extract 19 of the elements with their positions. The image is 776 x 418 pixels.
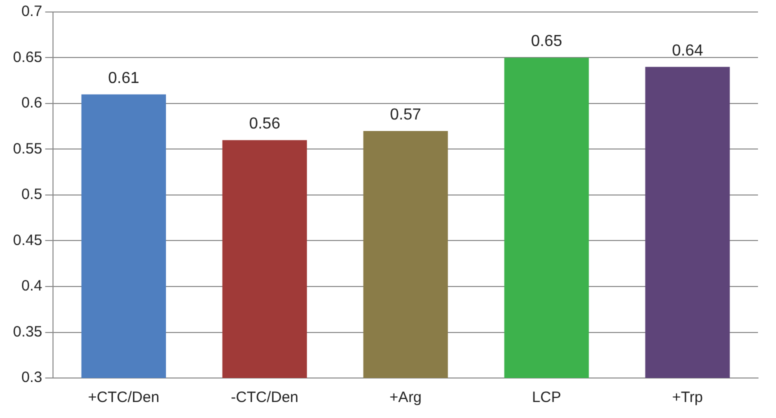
x-tick-label: +CTC/Den [88,389,160,406]
x-tick-label: -CTC/Den [230,389,298,406]
y-tick-label: 0.3 [21,369,42,386]
data-label: 0.64 [672,42,704,60]
x-tick-label: +Trp [672,389,703,406]
data-label: 0.65 [530,33,562,50]
y-tick-label: 0.7 [21,3,42,20]
y-tick-label: 0.6 [21,94,42,112]
y-tick-label: 0.5 [21,186,42,204]
data-label: 0.61 [108,70,140,87]
data-label: 0.56 [249,116,280,133]
y-tick-label: 0.4 [21,278,42,295]
data-label: 0.57 [390,106,422,124]
y-tick-label: 0.45 [12,232,42,249]
y-tick-label: 0.55 [12,140,42,158]
x-tick-label: +Arg [390,389,422,406]
y-tick-label: 0.65 [12,48,42,66]
x-tick-label: LCP [532,389,562,406]
y-tick-label: 0.35 [12,323,42,340]
